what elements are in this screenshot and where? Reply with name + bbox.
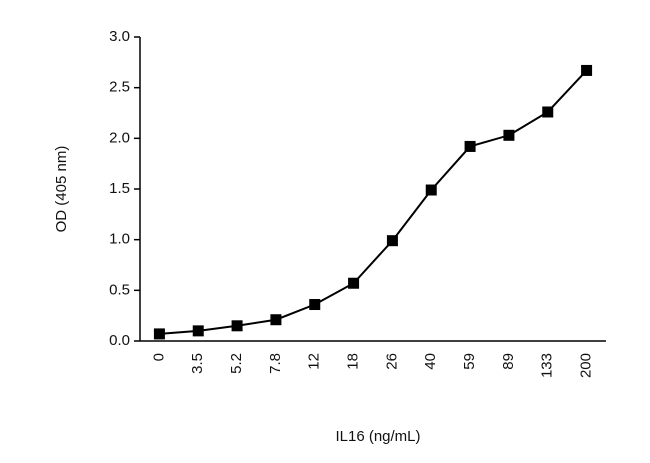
marker xyxy=(270,314,282,326)
x-tick-label: 59 xyxy=(461,353,478,370)
x-tick-label: 40 xyxy=(422,353,439,370)
x-tick-label: 5.2 xyxy=(228,353,245,374)
x-axis-title: IL16 (ng/mL) xyxy=(335,428,420,445)
y-tick-label: 2.0 xyxy=(109,129,130,146)
marker xyxy=(231,320,243,332)
y-tick-label: 0.5 xyxy=(109,281,130,298)
y-tick-label: 3.0 xyxy=(109,28,130,45)
x-tick-label: 200 xyxy=(578,353,595,378)
x-tick-label: 26 xyxy=(383,353,400,370)
x-tick-label: 18 xyxy=(345,353,362,370)
marker xyxy=(425,184,437,196)
marker xyxy=(153,328,165,340)
marker xyxy=(348,277,360,289)
y-tick-label: 1.0 xyxy=(109,231,130,248)
line xyxy=(159,69,588,335)
x-tick-label: 0 xyxy=(150,353,167,361)
marker xyxy=(464,140,476,152)
y-tick-label: 2.5 xyxy=(109,79,130,96)
marker xyxy=(581,64,593,76)
x-tick-label: 7.8 xyxy=(267,353,284,374)
x-tick-label: 3.5 xyxy=(189,353,206,374)
marker xyxy=(309,299,321,311)
y-axis-title: OD (405 nm) xyxy=(53,146,70,233)
marker xyxy=(192,325,204,337)
marker xyxy=(386,235,398,247)
x-tick-label: 89 xyxy=(500,353,517,370)
x-tick-label: 133 xyxy=(539,353,556,378)
y-tick-label: 0.0 xyxy=(109,332,130,349)
y-tick-label: 1.5 xyxy=(109,180,130,197)
marker xyxy=(503,129,515,141)
x-tick-label: 12 xyxy=(306,353,323,370)
marker xyxy=(542,106,554,118)
